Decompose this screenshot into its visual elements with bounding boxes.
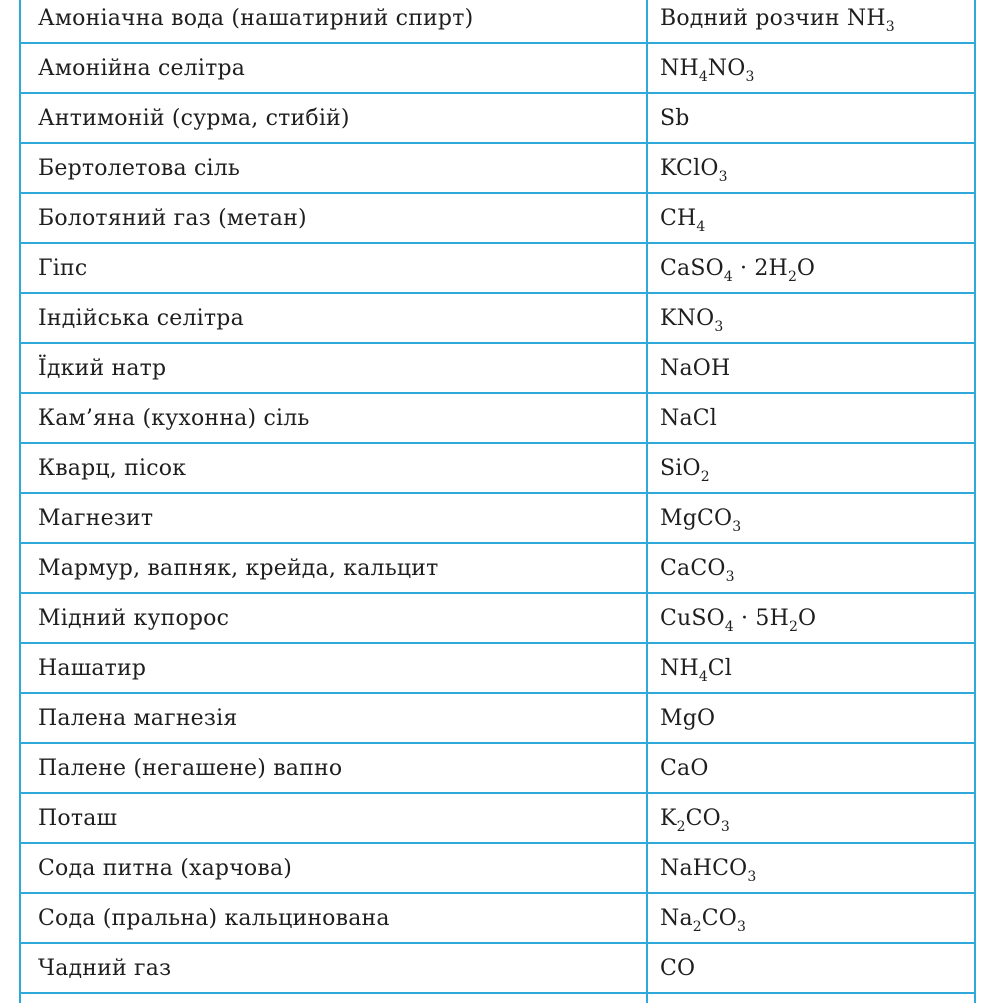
substance-name-cell: Амонійна селітра: [19, 42, 648, 94]
formula-cell: Na2CO3: [646, 892, 976, 944]
table-row: Поташ K2CO3: [19, 792, 976, 844]
formula-subscript: 2: [692, 918, 702, 935]
formula-cell: SiO2: [646, 442, 976, 494]
table-row: [19, 992, 976, 1003]
substance-name-cell: Поташ: [19, 792, 648, 844]
formula-cell: Водний розчин NH3: [646, 0, 976, 44]
formula-cell: CaSO4 · 2H2O: [646, 242, 976, 294]
formula-cell: NaCl: [646, 392, 976, 444]
formula-subscript: 2: [787, 268, 797, 285]
formula-cell: NH4Cl: [646, 642, 976, 694]
table-row: Бертолетова сіль KClO3: [19, 142, 976, 194]
formula-subscript: 3: [747, 868, 757, 885]
substance-name-cell: Антимоній (сурма, стибій): [19, 92, 648, 144]
table-row: Нашатир NH4Cl: [19, 642, 976, 694]
formula-subscript: 3: [745, 68, 755, 85]
formula-subscript: 3: [714, 318, 724, 335]
table-row: Палене (негашене) вапно CaO: [19, 742, 976, 794]
formula-subscript: 2: [700, 468, 710, 485]
substance-name-cell: Сода питна (харчова): [19, 842, 648, 894]
table-row: Індійська селітра KNO3: [19, 292, 976, 344]
table-row: Магнезит MgCO3: [19, 492, 976, 544]
formula-cell: CaO: [646, 742, 976, 794]
table-row: Амоніачна вода (нашатирний спирт) Водний …: [19, 0, 976, 44]
substance-name-cell: Їдкий натр: [19, 342, 648, 394]
formula-subscript: 4: [723, 268, 733, 285]
table-container: Амоніачна вода (нашатирний спирт) Водний …: [19, 0, 976, 1003]
formula-subscript: 3: [720, 818, 730, 835]
formula-cell: KClO3: [646, 142, 976, 194]
formula-subscript: 2: [676, 818, 686, 835]
formula-cell: NaOH: [646, 342, 976, 394]
formula-cell: NH4NO3: [646, 42, 976, 94]
substance-name-cell: Палена магнезія: [19, 692, 648, 744]
table-row: Сода питна (харчова) NaHCO3: [19, 842, 976, 894]
formula-subscript: 4: [696, 218, 706, 235]
formula-cell: CO: [646, 942, 976, 994]
table-row: Мармур, вапняк, крейда, кальцит CaCO3: [19, 542, 976, 594]
substance-name-cell: Мармур, вапняк, крейда, кальцит: [19, 542, 648, 594]
table-row: Кварц, пісок SiO2: [19, 442, 976, 494]
formula-cell: MgCO3: [646, 492, 976, 544]
formula-cell: Sb: [646, 92, 976, 144]
formula-cell: MgO: [646, 692, 976, 744]
table-row: Мідний купорос CuSO4 · 5H2O: [19, 592, 976, 644]
substance-name-cell: Кам’яна (кухонна) сіль: [19, 392, 648, 444]
table-row: Кам’яна (кухонна) сіль NaCl: [19, 392, 976, 444]
substance-name-cell: Нашатир: [19, 642, 648, 694]
formula-subscript: 3: [885, 18, 895, 35]
table-body: Амоніачна вода (нашатирний спирт) Водний …: [19, 0, 976, 1003]
substance-name-cell: Бертолетова сіль: [19, 142, 648, 194]
formula-subscript: 4: [724, 618, 734, 635]
substance-name-cell: Гіпс: [19, 242, 648, 294]
formula-cell: CuSO4 · 5H2O: [646, 592, 976, 644]
table-row: Палена магнезія MgO: [19, 692, 976, 744]
formula-cell: [646, 992, 976, 1003]
substance-name-cell: Мідний купорос: [19, 592, 648, 644]
formula-subscript: 4: [698, 68, 708, 85]
substance-name-cell: Індійська селітра: [19, 292, 648, 344]
substance-name-cell: Амоніачна вода (нашатирний спирт): [19, 0, 648, 44]
table-row: Амонійна селітра NH4NO3: [19, 42, 976, 94]
formula-subscript: 2: [789, 618, 798, 635]
substance-name-cell: Сода (пральна) кальцинована: [19, 892, 648, 944]
formula-cell: CH4: [646, 192, 976, 244]
formula-subscript: 3: [725, 568, 735, 585]
substance-name-cell: [19, 992, 648, 1003]
table-row: Гіпс CaSO4 · 2H2O: [19, 242, 976, 294]
formula-subscript: 3: [732, 518, 742, 535]
table-row: Антимоній (сурма, стибій) Sb: [19, 92, 976, 144]
formula-subscript: 3: [718, 168, 728, 185]
table-row: Болотяний газ (метан) CH4: [19, 192, 976, 244]
table-row: Сода (пральна) кальцинована Na2CO3: [19, 892, 976, 944]
formula-cell: CaCO3: [646, 542, 976, 594]
table-row: Їдкий натр NaOH: [19, 342, 976, 394]
formula-subscript: 3: [736, 918, 746, 935]
formula-cell: K2CO3: [646, 792, 976, 844]
formula-cell: NaHCO3: [646, 842, 976, 894]
trivial-names-table: Амоніачна вода (нашатирний спирт) Водний …: [19, 0, 976, 1003]
formula-subscript: 4: [698, 668, 708, 685]
substance-name-cell: Чадний газ: [19, 942, 648, 994]
substance-name-cell: Болотяний газ (метан): [19, 192, 648, 244]
substance-name-cell: Кварц, пісок: [19, 442, 648, 494]
table-row: Чадний газ CO: [19, 942, 976, 994]
substance-name-cell: Магнезит: [19, 492, 648, 544]
formula-cell: KNO3: [646, 292, 976, 344]
substance-name-cell: Палене (негашене) вапно: [19, 742, 648, 794]
